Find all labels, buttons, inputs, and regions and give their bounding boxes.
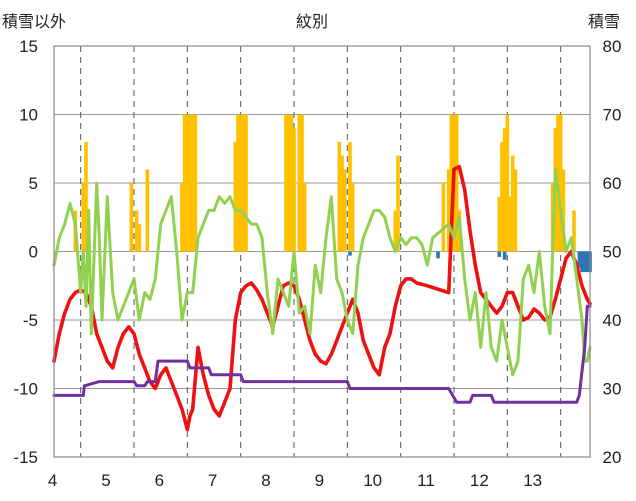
bar-orange: [561, 169, 566, 252]
x-tick-label: 12: [470, 471, 489, 490]
bar-orange: [441, 183, 446, 252]
bar-orange: [510, 155, 515, 252]
bar-orange: [508, 196, 512, 252]
bar-orange: [182, 114, 187, 252]
left-axis-title: 積雪以外: [2, 14, 67, 31]
x-tick-label: 10: [363, 471, 382, 490]
left-tick-label: -5: [23, 311, 38, 330]
bar-blue: [497, 251, 502, 257]
bar-orange: [244, 114, 248, 252]
left-tick-label: -15: [13, 448, 38, 467]
bar-blue: [577, 251, 582, 268]
bar-orange: [393, 210, 398, 252]
bar-orange: [350, 183, 355, 252]
bar-orange: [180, 183, 184, 252]
bar-orange: [185, 114, 190, 252]
x-tick-label: 7: [208, 471, 217, 490]
bar-blue: [582, 251, 587, 273]
bar-blue: [580, 251, 584, 273]
series-line-3: [52, 304, 592, 404]
bar-orange: [348, 141, 352, 252]
x-tick-label: 5: [101, 471, 110, 490]
bar-orange: [340, 155, 344, 252]
bar-orange: [292, 128, 296, 252]
bar-orange: [454, 114, 459, 252]
left-tick-label: 10: [19, 106, 38, 125]
right-tick-label: 30: [603, 380, 622, 399]
bar-orange: [302, 183, 307, 252]
bar-orange: [513, 169, 518, 252]
left-tick-label: 15: [19, 37, 38, 56]
x-tick-label: 9: [315, 471, 324, 490]
bar-orange: [396, 155, 400, 252]
bar-orange: [289, 114, 294, 252]
plot-frame: [53, 45, 591, 458]
x-tick-label: 4: [48, 471, 57, 490]
bar-orange: [145, 169, 150, 252]
right-tick-label: 40: [603, 311, 622, 330]
bar-blue: [348, 251, 352, 256]
bar-orange: [81, 183, 86, 252]
bar-orange: [505, 114, 510, 252]
series-line-2: [52, 167, 592, 377]
chart-title: 紋別: [296, 14, 329, 31]
bar-orange: [190, 114, 195, 252]
bar-orange: [286, 114, 291, 252]
bar-orange: [449, 114, 454, 252]
right-tick-label: 60: [603, 174, 622, 193]
bar-orange: [297, 114, 302, 252]
right-axis-title: 積雪: [588, 14, 621, 31]
bar-blue: [585, 251, 590, 273]
left-tick-label: 5: [29, 174, 38, 193]
bar-orange: [502, 128, 507, 252]
bar-orange: [446, 169, 451, 252]
right-tick-label: 70: [603, 106, 622, 125]
left-tick-label: 0: [29, 243, 38, 262]
right-tick-label: 50: [603, 243, 622, 262]
bar-orange: [500, 141, 504, 252]
right-tick-label: 80: [603, 37, 622, 56]
right-tick-label: 20: [603, 448, 622, 467]
bar-orange: [193, 114, 198, 252]
bar-orange: [300, 114, 304, 252]
bar-orange: [233, 141, 238, 252]
bar-orange: [84, 141, 88, 252]
series-line-1: [52, 164, 592, 432]
left-tick-label: -10: [13, 380, 38, 399]
x-tick-label: 6: [155, 471, 164, 490]
bar-orange: [137, 224, 142, 252]
bar-blue: [436, 251, 440, 259]
bar-orange: [497, 196, 502, 252]
x-tick-label: 8: [261, 471, 270, 490]
bar-blue: [502, 251, 507, 260]
bar-orange: [134, 210, 139, 252]
bar-orange: [342, 169, 347, 252]
x-tick-label: 11: [417, 471, 435, 490]
bar-orange: [188, 114, 192, 252]
bar-orange: [284, 114, 288, 252]
bar-orange: [572, 210, 576, 252]
bar-orange: [241, 114, 246, 252]
x-tick-label: 13: [523, 471, 542, 490]
bar-orange: [558, 114, 563, 252]
bar-orange: [129, 183, 134, 252]
bar-orange: [238, 114, 243, 252]
bar-orange: [337, 141, 342, 252]
bar-orange: [236, 114, 240, 252]
